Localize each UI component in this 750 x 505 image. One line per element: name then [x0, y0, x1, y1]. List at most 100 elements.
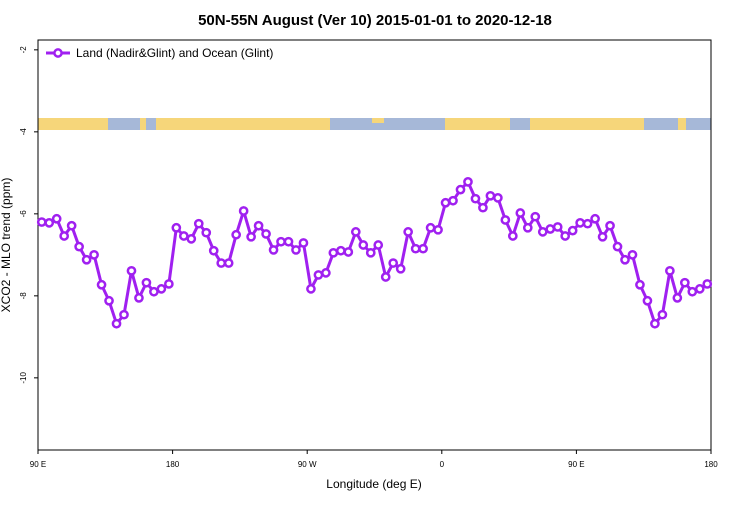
- data-point: [111, 318, 122, 329]
- plot-frame: [37, 39, 712, 451]
- data-point: [485, 190, 496, 201]
- data-point: [89, 249, 99, 260]
- data-point: [164, 279, 174, 289]
- y-tick-label: -6: [19, 210, 28, 218]
- x-tick-label: 90 W: [298, 460, 317, 469]
- x-tick-label: 90 E: [30, 460, 46, 469]
- land: [678, 118, 686, 130]
- data-point: [537, 227, 548, 237]
- land: [372, 118, 384, 123]
- data-point: [448, 195, 458, 206]
- data-point: [44, 218, 55, 228]
- data-point: [201, 227, 212, 238]
- data-point: [223, 258, 234, 268]
- ocean: [510, 118, 530, 130]
- data-point: [283, 236, 294, 247]
- data-point: [149, 286, 159, 297]
- data-point: [306, 284, 316, 294]
- x-tick-label: 180: [704, 460, 718, 469]
- data-point: [627, 249, 638, 260]
- data-point: [500, 215, 511, 225]
- data-point: [530, 211, 541, 222]
- data-point: [590, 213, 600, 224]
- data-point: [36, 217, 47, 227]
- data-point: [687, 286, 698, 297]
- data-point: [575, 218, 585, 228]
- ocean: [108, 118, 140, 130]
- data-point: [238, 206, 249, 216]
- data-point: [336, 245, 346, 256]
- legend-label: Land (Nadir&Glint) and Ocean (Glint): [76, 46, 273, 60]
- x-tick-label: 0: [440, 460, 445, 469]
- data-point: [433, 224, 443, 235]
- data-point: [440, 197, 451, 208]
- data-point: [104, 295, 114, 306]
- data-point: [522, 222, 533, 233]
- data-point: [74, 241, 84, 252]
- data-point: [291, 245, 301, 255]
- data-point: [635, 279, 645, 290]
- data-point: [545, 224, 556, 234]
- ocean: [146, 118, 156, 130]
- data-point: [425, 222, 436, 233]
- data-point: [81, 254, 92, 265]
- data-point: [507, 231, 518, 241]
- data-point: [463, 177, 473, 187]
- x-tick-label: 90 E: [568, 460, 584, 469]
- data-point: [178, 231, 189, 241]
- land-mask-strip: [38, 118, 711, 130]
- data-point: [276, 236, 286, 247]
- data-point: [567, 225, 578, 236]
- data-point: [216, 258, 227, 268]
- legend-swatch-marker: [53, 48, 63, 58]
- data-point: [171, 222, 182, 233]
- data-point: [642, 295, 653, 306]
- legend: Land (Nadir&Glint) and Ocean (Glint): [46, 46, 273, 60]
- data-point: [650, 318, 660, 329]
- chart-title: 50N-55N August (Ver 10) 2015-01-01 to 20…: [198, 12, 552, 29]
- data-point: [126, 265, 137, 276]
- x-axis-label: Longitude (deg E): [326, 477, 421, 491]
- data-point: [470, 193, 481, 204]
- data-point: [186, 234, 197, 244]
- data-point: [261, 229, 271, 239]
- y-tick-label: -2: [19, 46, 28, 54]
- data-point: [455, 184, 466, 195]
- data-point: [298, 238, 309, 248]
- y-tick-label: -10: [19, 372, 28, 384]
- data-point: [597, 231, 608, 242]
- data-point: [134, 293, 144, 303]
- data-point: [679, 277, 690, 288]
- data-point: [156, 284, 167, 294]
- y-axis-label: XCO2 - MLO trend (ppm): [0, 178, 13, 313]
- data-point: [605, 220, 615, 231]
- data-point: [321, 268, 331, 278]
- data-point: [620, 254, 630, 265]
- ocean: [644, 118, 711, 130]
- data-point: [119, 309, 129, 320]
- data-point: [552, 222, 563, 232]
- ocean: [330, 118, 445, 130]
- data-point: [665, 265, 675, 276]
- data-point: [395, 263, 406, 274]
- data-point: [313, 270, 324, 280]
- data-point: [373, 240, 384, 250]
- data-point: [493, 193, 503, 203]
- data-point: [365, 247, 376, 258]
- y-tick-label: -4: [19, 128, 28, 136]
- data-point: [560, 231, 571, 241]
- data-point: [515, 208, 526, 218]
- data-point: [343, 247, 354, 257]
- data-point: [253, 220, 264, 231]
- data-point: [410, 243, 421, 254]
- data-point: [51, 213, 62, 224]
- data-point: [380, 272, 391, 282]
- data-point: [350, 227, 361, 237]
- data-point: [66, 220, 77, 231]
- data-point: [193, 218, 204, 229]
- data-point: [328, 247, 339, 258]
- x-tick-label: 180: [166, 460, 180, 469]
- data-point: [59, 231, 70, 241]
